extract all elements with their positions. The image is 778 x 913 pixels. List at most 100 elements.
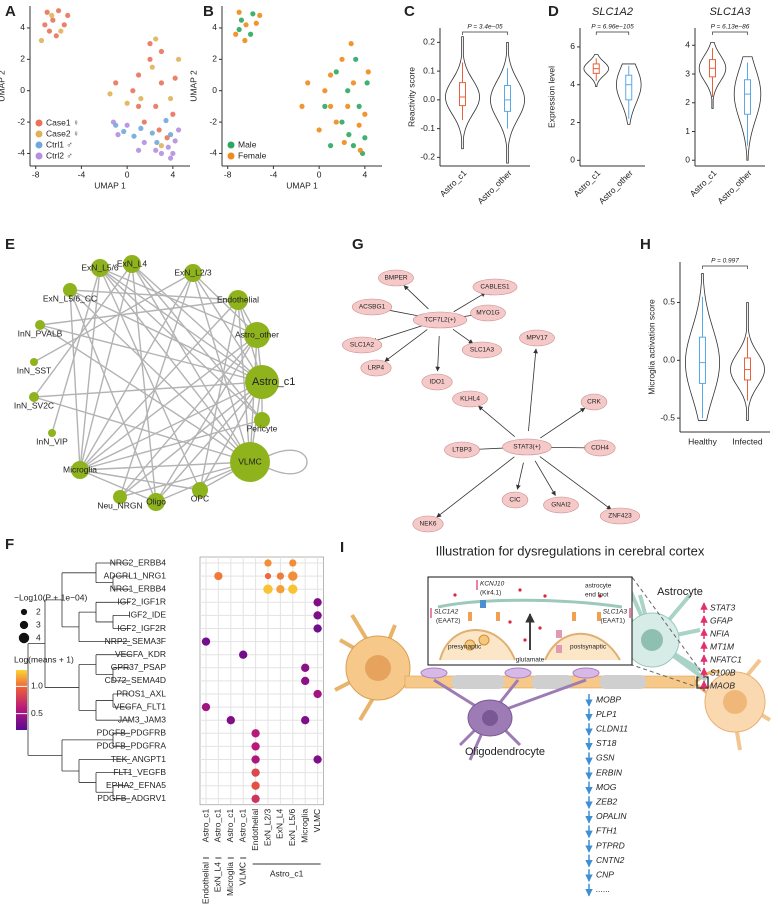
row-label: PROS1_AXL: [116, 688, 166, 698]
node: [461, 341, 503, 359]
dot: [239, 650, 248, 659]
point: [172, 138, 178, 144]
p-value: P = 3.4e−05: [467, 24, 503, 31]
edge: [79, 419, 263, 471]
row-label: NRP2_SEMA3F: [105, 636, 166, 646]
p-bracket: [462, 31, 508, 35]
down-gene: MOG: [596, 782, 617, 792]
node: [543, 496, 579, 514]
x-tick-label: Astro_other: [715, 168, 753, 206]
x-tick-label: Astro_c1: [571, 168, 602, 199]
p-bracket: [712, 31, 748, 35]
node-label: LRP4: [368, 365, 385, 372]
up-gene: MAOB: [710, 680, 735, 690]
node-label: NEK6: [420, 521, 437, 528]
row-label: JAM3_JAM3: [118, 714, 166, 724]
point: [42, 22, 48, 28]
y-tick-label: -2: [17, 116, 25, 126]
column-label: Microglia: [299, 809, 309, 843]
y-tick-label: 0.2: [423, 37, 435, 47]
legend-title: Log(means + 1): [14, 654, 74, 664]
edge: [534, 460, 556, 496]
point: [158, 48, 165, 55]
box: [699, 336, 706, 384]
point: [333, 69, 339, 75]
size-key: [19, 620, 29, 630]
point: [124, 100, 130, 106]
panel-label: C: [404, 3, 415, 20]
dot: [263, 584, 273, 594]
point: [61, 22, 67, 28]
node: [113, 490, 127, 504]
point: [131, 133, 137, 139]
inset-gene: (Kir4.1): [480, 590, 501, 597]
node-label: LTBP3: [452, 447, 472, 454]
row-label: NRG1_ERBB4: [110, 583, 166, 593]
dot: [313, 689, 322, 699]
node: [254, 412, 270, 428]
group-label: Endothelial: [200, 862, 210, 904]
legend-label: Ctrl2 ♂: [46, 150, 73, 160]
y-tick-label: -0.2: [420, 152, 435, 162]
point: [121, 128, 127, 135]
edge: [99, 267, 258, 336]
node: [35, 320, 45, 330]
node: [412, 515, 444, 533]
y-tick-label: -0.5: [660, 412, 675, 422]
y-tick-label: 4: [570, 79, 575, 89]
edge: [33, 263, 133, 398]
point: [124, 122, 130, 128]
inset-gene: SLC1A3: [603, 609, 628, 616]
violin: [733, 56, 762, 161]
y-tick-label: 6: [570, 41, 575, 51]
dot: [251, 794, 260, 803]
row-label: IGF2_IDE: [128, 610, 166, 620]
point: [243, 22, 249, 28]
node-label: BMPER: [384, 275, 407, 282]
legend-marker: [227, 152, 235, 160]
point: [175, 127, 182, 133]
y-tick-label: -2: [209, 116, 217, 126]
edge: [79, 272, 194, 471]
y-tick-label: 0.0: [663, 355, 675, 365]
column-label: ExN_L2/3: [262, 809, 272, 847]
node-label: TCF7L2(+): [424, 317, 456, 324]
point: [158, 150, 165, 157]
y-axis-label: Expression level: [546, 66, 556, 128]
edge: [99, 267, 263, 383]
node: [378, 269, 414, 287]
point: [165, 144, 171, 150]
y-tick-label: 0: [20, 85, 25, 95]
edge: [33, 272, 194, 363]
point: [113, 80, 119, 86]
p-value: P = 0.997: [711, 258, 739, 265]
point: [364, 80, 370, 86]
row-label: FLT1_VEGFB: [113, 767, 166, 777]
point: [130, 88, 136, 94]
dot: [251, 768, 260, 777]
node-label: SLC1A3: [470, 347, 495, 354]
x-tick-label: Healthy: [688, 436, 718, 446]
chart-title: SLC1A2: [592, 6, 633, 18]
point: [46, 28, 53, 34]
x-tick-label: 0: [317, 169, 322, 179]
x-tick-label: 4: [170, 169, 175, 179]
x-tick-label: -4: [270, 169, 278, 179]
down-gene: CLDN11: [596, 723, 628, 733]
inset-gene: KCNJ10: [480, 581, 505, 588]
point: [167, 132, 174, 138]
box: [504, 85, 511, 112]
panel-label: F: [5, 536, 14, 553]
down-gene: MOBP: [596, 694, 621, 704]
edge: [155, 334, 258, 503]
node: [502, 438, 552, 456]
column-label: ExN_L4: [275, 809, 285, 840]
node: [230, 442, 270, 482]
panel-label: D: [548, 3, 559, 20]
point: [55, 8, 62, 14]
edge: [79, 469, 157, 503]
point: [353, 56, 359, 62]
row-label: TEK_ANGPT1: [111, 754, 167, 764]
point: [170, 150, 176, 157]
